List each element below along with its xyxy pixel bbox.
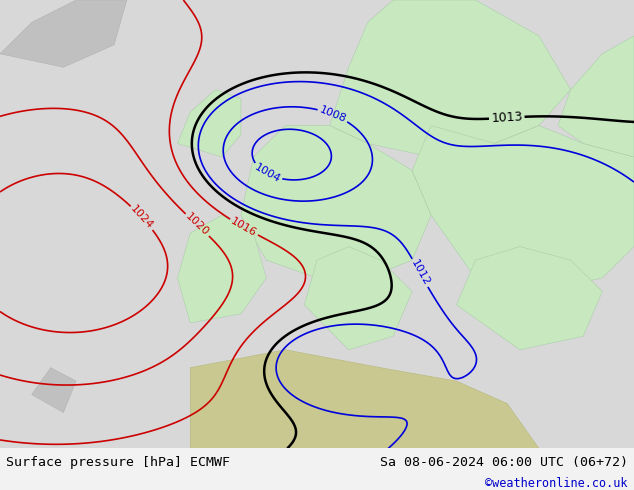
Polygon shape: [178, 90, 241, 157]
Polygon shape: [330, 0, 571, 157]
Polygon shape: [0, 0, 127, 67]
Polygon shape: [0, 0, 634, 448]
Polygon shape: [241, 125, 431, 278]
Polygon shape: [304, 246, 412, 350]
Text: 1004: 1004: [252, 162, 282, 185]
Text: 1024: 1024: [129, 204, 155, 231]
Text: Sa 08-06-2024 06:00 UTC (06+72): Sa 08-06-2024 06:00 UTC (06+72): [380, 456, 628, 469]
Text: ©weatheronline.co.uk: ©weatheronline.co.uk: [485, 477, 628, 490]
Polygon shape: [456, 246, 602, 350]
Text: 1012: 1012: [409, 258, 431, 288]
Polygon shape: [190, 350, 539, 448]
Text: 1016: 1016: [230, 216, 259, 239]
Polygon shape: [558, 36, 634, 157]
Polygon shape: [178, 215, 266, 323]
Text: 1020: 1020: [184, 212, 211, 238]
Text: 1008: 1008: [318, 105, 348, 124]
Polygon shape: [32, 368, 76, 413]
Polygon shape: [412, 125, 634, 292]
Text: 1013: 1013: [491, 110, 523, 125]
Text: Surface pressure [hPa] ECMWF: Surface pressure [hPa] ECMWF: [6, 456, 230, 469]
